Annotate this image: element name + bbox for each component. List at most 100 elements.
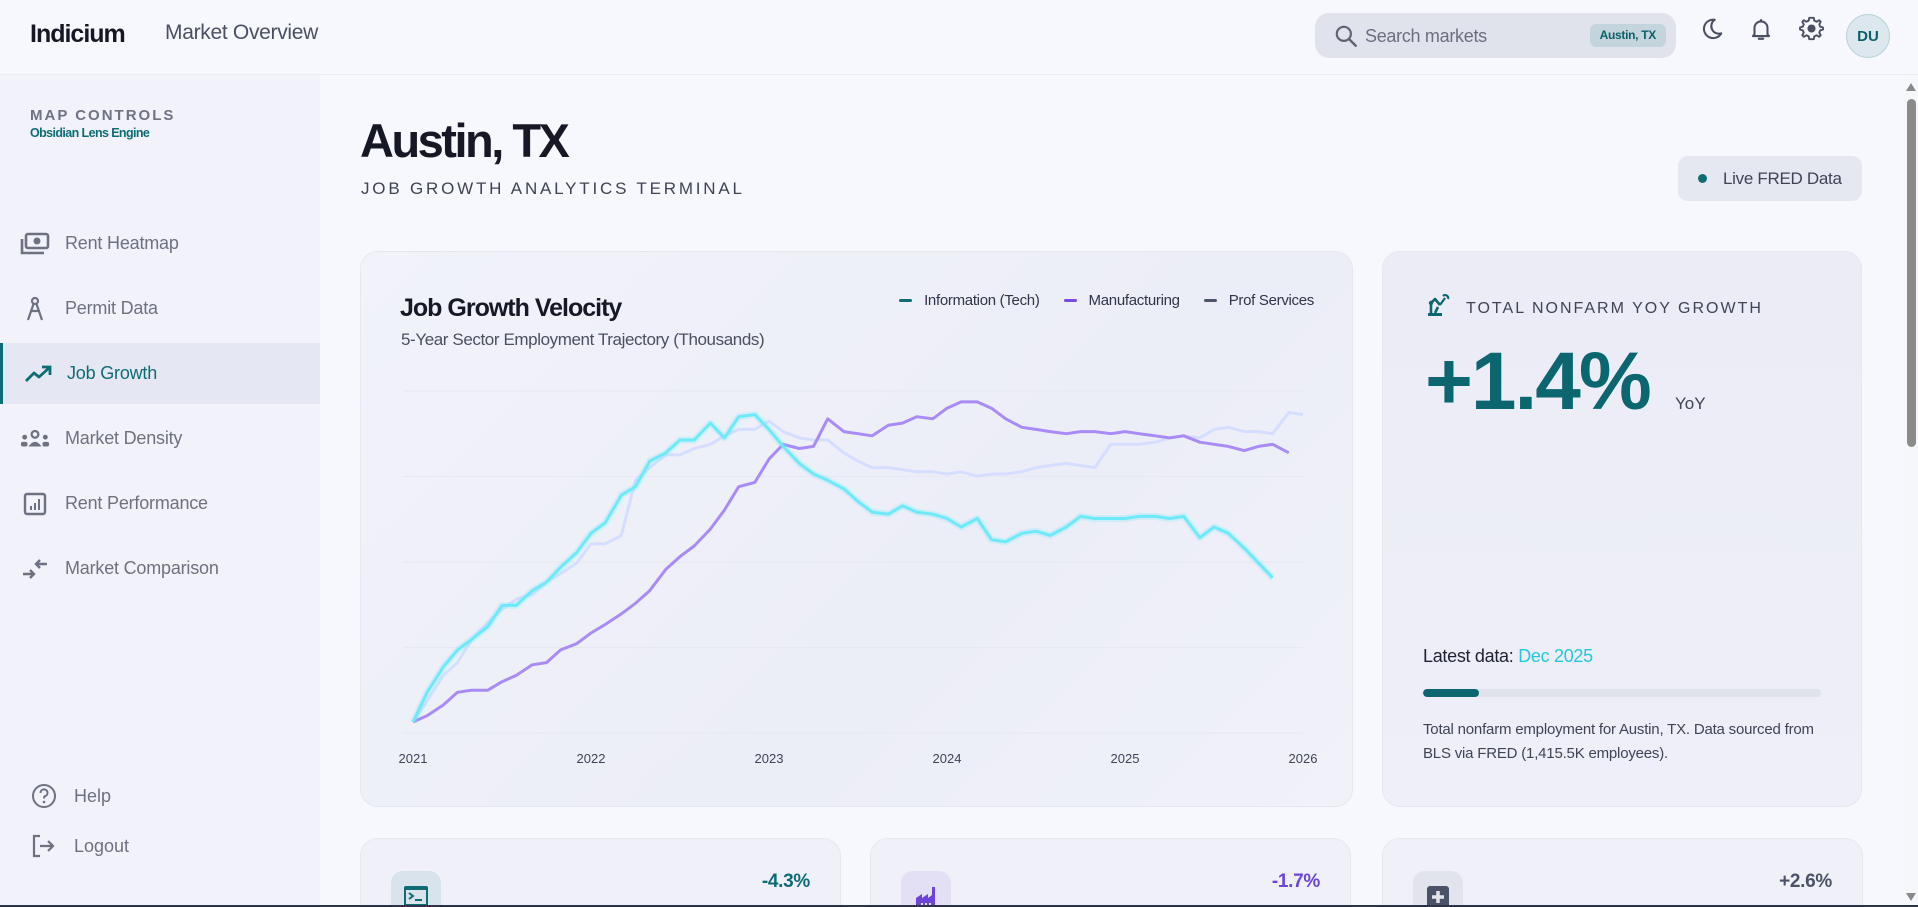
sector-card-information[interactable]: -4.3% <box>360 838 841 907</box>
page-subtitle: JOB GROWTH ANALYTICS TERMINAL <box>361 179 745 198</box>
sector-card-prof-services[interactable]: +2.6% <box>1382 838 1863 907</box>
legend-label: Information (Tech) <box>924 292 1040 309</box>
x-tick-label: 2024 <box>933 751 962 766</box>
x-tick-label: 2026 <box>1289 751 1318 766</box>
bell-icon <box>1748 16 1774 47</box>
dark-mode-button[interactable] <box>1697 16 1727 46</box>
robot-arm-icon <box>1426 294 1450 323</box>
window-bottom-edge <box>0 905 1918 907</box>
data-progress-bar <box>1423 689 1821 697</box>
sidebar-item-permit-data[interactable]: Permit Data <box>0 278 320 339</box>
sidebar-item-label: Job Growth <box>67 363 158 383</box>
kpi-unit: YoY <box>1675 394 1706 413</box>
sector-icon-box <box>391 871 441 907</box>
page-scrollbar[interactable] <box>1904 75 1918 907</box>
sector-growth-value: -1.7% <box>1271 871 1320 892</box>
settings-button[interactable] <box>1796 16 1826 46</box>
help-icon <box>30 782 58 810</box>
sidebar-footer: Help Logout <box>30 780 129 880</box>
series-line-prof-services[interactable] <box>411 411 1304 723</box>
logout-icon <box>30 832 58 860</box>
medical-plus-icon <box>1426 885 1450 907</box>
page-title: Austin, TX <box>360 114 570 167</box>
search-bar[interactable]: Austin, TX <box>1315 13 1676 58</box>
series-line-information-tech[interactable] <box>411 413 1274 723</box>
bar-chart-icon <box>20 489 50 519</box>
sidebar-item-label: Market Comparison <box>65 558 219 578</box>
gear-icon <box>1798 15 1825 47</box>
progress-fill <box>1423 689 1479 697</box>
scroll-up-arrow[interactable] <box>1906 83 1916 91</box>
x-tick-label: 2023 <box>755 751 784 766</box>
search-input[interactable] <box>1365 21 1585 51</box>
job-growth-line-chart: 2021 2022 2023 2024 2025 2026 <box>399 390 1318 766</box>
factory-icon <box>914 885 938 907</box>
latest-data-label: Latest data: <box>1423 646 1514 666</box>
sidebar-item-label: Permit Data <box>65 298 158 318</box>
series-glow-information <box>409 411 1276 724</box>
legend-swatch <box>1203 299 1217 302</box>
live-status-dot <box>1698 174 1707 183</box>
sidebar-item-market-density[interactable]: Market Density <box>0 408 320 469</box>
sidebar-item-label: Rent Heatmap <box>65 233 179 253</box>
search-icon <box>1333 23 1359 49</box>
compass-icon <box>20 294 50 324</box>
help-link[interactable]: Help <box>30 780 129 812</box>
sidebar-item-market-comparison[interactable]: Market Comparison <box>0 538 320 599</box>
money-icon <box>20 229 50 259</box>
live-data-badge[interactable]: Live FRED Data <box>1678 156 1862 201</box>
user-avatar[interactable]: DU <box>1846 14 1890 58</box>
sidebar-nav: Rent Heatmap Permit Data Job Growth Mark… <box>0 213 320 603</box>
scroll-down-arrow[interactable] <box>1906 893 1916 901</box>
sidebar-item-rent-heatmap[interactable]: Rent Heatmap <box>0 213 320 274</box>
latest-data-date: Dec 2025 <box>1518 646 1593 666</box>
sidebar: MAP CONTROLS Obsidian Lens Engine Rent H… <box>0 75 320 907</box>
sector-growth-value: -4.3% <box>761 871 810 892</box>
logout-link[interactable]: Logout <box>30 830 129 862</box>
legend-label: Manufacturing <box>1088 292 1180 309</box>
notifications-button[interactable] <box>1746 16 1776 46</box>
terminal-icon <box>403 885 429 907</box>
job-growth-chart-card: Job Growth Velocity 5-Year Sector Employ… <box>360 251 1353 807</box>
sector-card-manufacturing[interactable]: -1.7% <box>870 838 1351 907</box>
logout-label: Logout <box>74 835 130 856</box>
legend-label: Prof Services <box>1228 292 1315 309</box>
sidebar-item-label: Market Density <box>65 428 183 448</box>
sidebar-header: MAP CONTROLS Obsidian Lens Engine <box>30 107 175 140</box>
sidebar-item-rent-performance[interactable]: Rent Performance <box>0 473 320 534</box>
search-location-chip[interactable]: Austin, TX <box>1589 24 1666 47</box>
sidebar-title: MAP CONTROLS <box>30 107 176 124</box>
live-data-label: Live FRED Data <box>1723 168 1842 188</box>
total-nonfarm-kpi-card: TOTAL NONFARM YOY GROWTH +1.4% YoY Lates… <box>1382 251 1862 807</box>
legend-item-manufacturing[interactable]: Manufacturing <box>1063 292 1180 309</box>
legend-item-prof-services[interactable]: Prof Services <box>1203 292 1315 309</box>
legend-swatch <box>899 299 913 302</box>
x-tick-label: 2025 <box>1111 751 1140 766</box>
chart-title: Job Growth Velocity <box>400 294 622 322</box>
series-line-manufacturing[interactable] <box>412 400 1290 724</box>
brand-logo[interactable]: Indicium <box>30 20 126 48</box>
kpi-description: Total nonfarm employment for Austin, TX.… <box>1423 721 1814 762</box>
moon-icon <box>1699 16 1725 47</box>
x-tick-label: 2022 <box>577 751 606 766</box>
scroll-thumb[interactable] <box>1907 99 1916 447</box>
trending-up-icon <box>23 359 53 389</box>
x-tick-label: 2021 <box>399 751 428 766</box>
legend-swatch <box>1063 299 1077 302</box>
groups-icon <box>20 424 50 454</box>
sector-growth-value: +2.6% <box>1779 871 1832 892</box>
latest-data: Latest data: Dec 2025 <box>1423 646 1593 667</box>
sector-icon-box <box>1413 871 1463 907</box>
kpi-header: TOTAL NONFARM YOY GROWTH <box>1426 294 1763 323</box>
chart-legend: Information (Tech) Manufacturing Prof Se… <box>899 292 1314 309</box>
chart-subtitle: 5-Year Sector Employment Trajectory (Tho… <box>401 330 765 349</box>
sidebar-subtitle: Obsidian Lens Engine <box>30 126 150 140</box>
legend-item-information[interactable]: Information (Tech) <box>899 292 1040 309</box>
compare-arrows-icon <box>20 554 50 584</box>
top-bar: Indicium Market Overview Austin, TX DU <box>0 0 1918 75</box>
sidebar-item-label: Rent Performance <box>65 493 208 513</box>
top-title: Market Overview <box>165 21 319 44</box>
sector-icon-box <box>901 871 951 907</box>
sidebar-item-job-growth[interactable]: Job Growth <box>0 343 320 404</box>
kpi-label: TOTAL NONFARM YOY GROWTH <box>1466 299 1763 317</box>
